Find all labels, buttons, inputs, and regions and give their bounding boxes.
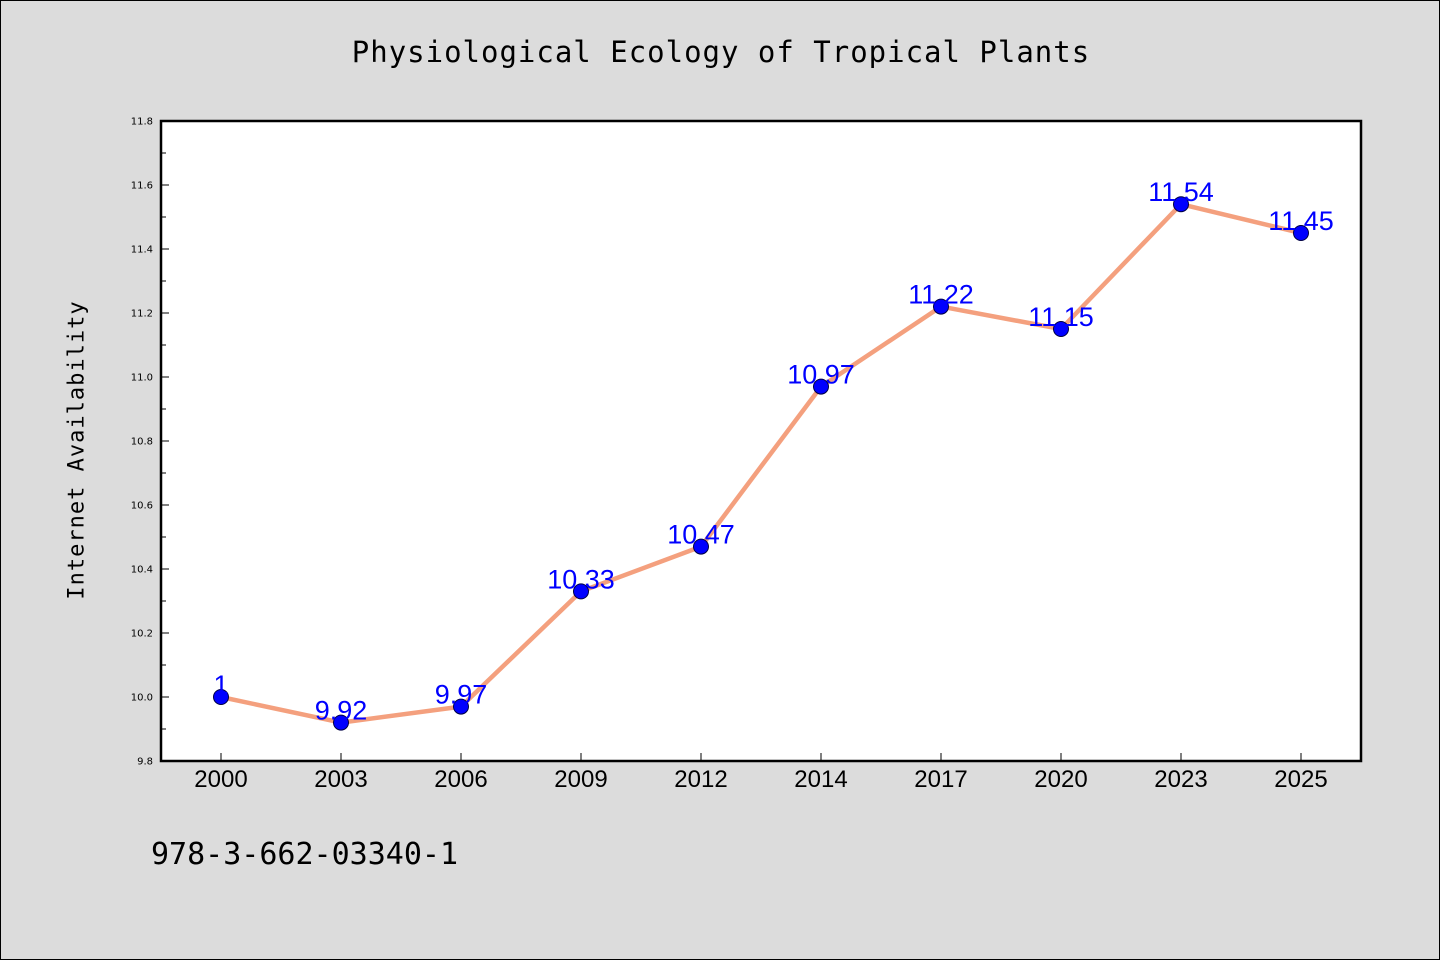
x-tick-label: 2006 — [434, 766, 487, 793]
data-label: 11.45 — [1268, 206, 1334, 236]
x-axis-ticks: 2000 2003 2006 2009 2012 2014 2017 2020 2023 2025 — [194, 753, 1328, 793]
data-point — [213, 689, 229, 705]
y-tick-label: 10.6 — [131, 501, 153, 512]
data-point — [813, 378, 829, 395]
y-axis-ticks: 9.8 10.0 10.2 10.4 10.6 10.8 11.0 11.2 11.4 11.6 1… — [131, 117, 169, 768]
data-point — [1293, 225, 1309, 241]
y-tick-label: 10.8 — [131, 437, 153, 448]
series-layer: 1 9.92 9.97 10.33 10.47 10.97 11.22 11.15 11.54 1… — [213, 177, 1334, 731]
data-point — [693, 538, 709, 555]
data-point — [453, 698, 469, 715]
y-tick-label: 11.8 — [131, 117, 153, 128]
y-tick-label: 11.0 — [131, 373, 153, 384]
y-tick-label: 9.8 — [137, 757, 153, 768]
y-tick-label: 10.0 — [131, 693, 153, 704]
y-tick-label: 10.2 — [131, 629, 153, 640]
data-point — [573, 583, 589, 600]
y-tick-label: 11.2 — [131, 309, 153, 320]
data-label: 11.22 — [908, 280, 974, 310]
data-label: 10.33 — [547, 564, 615, 594]
x-tick-label: 2000 — [194, 766, 247, 793]
data-point — [933, 298, 949, 315]
x-tick-label: 2025 — [1274, 766, 1327, 793]
data-label: 1 — [213, 670, 228, 700]
chart-title: Physiological Ecology of Tropical Plants — [351, 35, 1091, 69]
data-point — [1173, 196, 1189, 213]
data-point — [1053, 321, 1069, 337]
data-label: 9.97 — [435, 680, 488, 710]
x-tick-label: 2003 — [314, 766, 367, 793]
data-label: 11.54 — [1148, 177, 1214, 207]
isbn-text: 978-3-662-03340-1 — [151, 837, 459, 872]
data-label: 11.15 — [1028, 302, 1094, 332]
y-tick-label: 10.4 — [131, 565, 153, 576]
data-label: 10.47 — [667, 520, 735, 550]
y-tick-label: 11.4 — [131, 245, 153, 256]
y-tick-label: 11.6 — [131, 181, 153, 192]
x-tick-label: 2020 — [1034, 766, 1087, 793]
x-tick-label: 2014 — [794, 766, 847, 793]
x-tick-label: 2023 — [1154, 766, 1207, 793]
plot-area — [159, 119, 1363, 763]
data-label: 10.97 — [787, 360, 855, 390]
data-label: 9.92 — [315, 696, 368, 726]
x-tick-label: 2017 — [914, 766, 967, 793]
x-tick-label: 2012 — [674, 766, 727, 793]
x-tick-label: 2009 — [554, 766, 607, 793]
data-point — [333, 714, 349, 731]
series-line — [220, 201, 1302, 725]
